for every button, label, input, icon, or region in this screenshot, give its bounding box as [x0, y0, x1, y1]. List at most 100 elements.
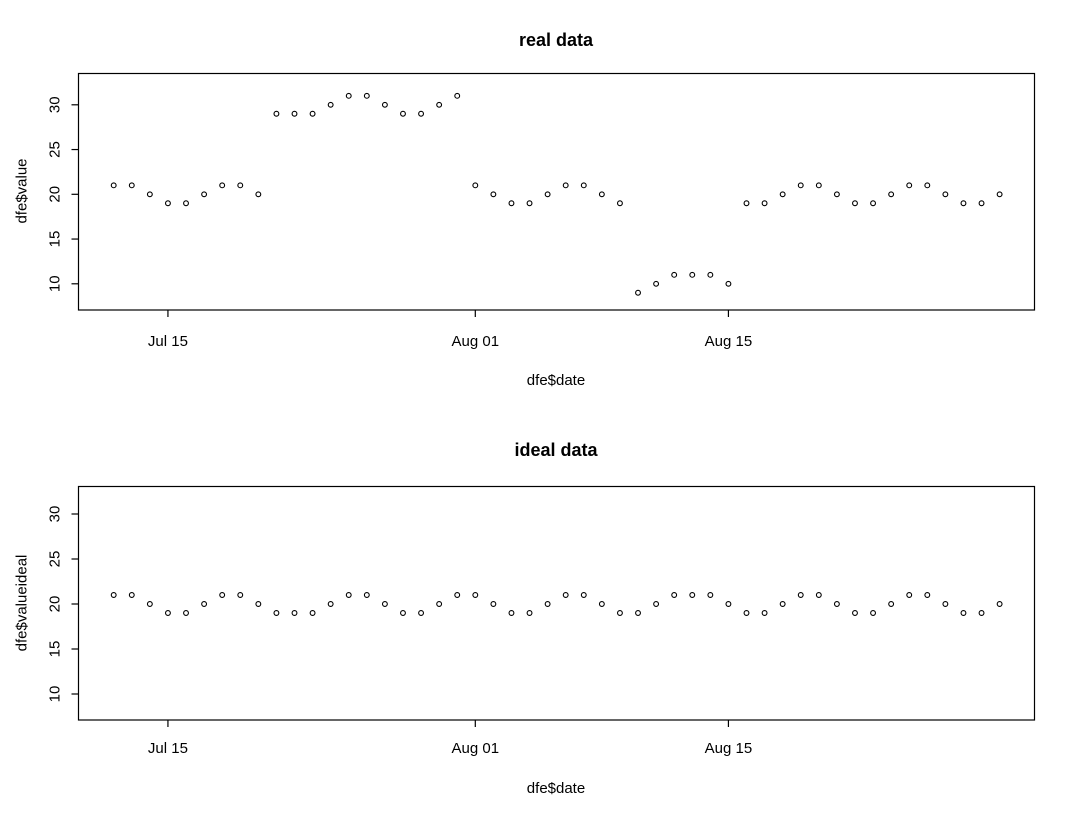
- data-point: [598, 191, 605, 198]
- data-point: [797, 592, 804, 598]
- data-point: [635, 289, 641, 296]
- data-point: [797, 182, 804, 189]
- data-point: [852, 200, 858, 207]
- data-point: [363, 592, 370, 598]
- data-point: [400, 610, 406, 616]
- data-point: [110, 182, 117, 189]
- x-tick-label: Aug 01: [452, 740, 500, 757]
- y-tick-label: 10: [47, 686, 64, 703]
- data-point: [815, 182, 822, 189]
- panel-real: Jul 15 Aug 01 Aug 15 10 15 20 25 30: [47, 72, 1036, 350]
- data-point: [128, 182, 135, 189]
- data-point: [418, 110, 425, 117]
- real-plot-ylabel: dfe$value: [13, 158, 31, 224]
- data-point: [996, 601, 1003, 607]
- data-point: [924, 182, 931, 189]
- data-point: [128, 592, 135, 598]
- data-point: [616, 200, 623, 207]
- data-point: [544, 191, 551, 198]
- data-point: [833, 601, 840, 607]
- ideal-plot-ylabel: dfe$valueideal: [13, 554, 31, 652]
- data-point: [761, 610, 768, 616]
- plot-box: [77, 485, 1036, 721]
- y-tick-label: 15: [47, 231, 64, 248]
- data-point: [508, 200, 515, 207]
- data-point: [598, 601, 605, 607]
- data-point: [146, 191, 153, 198]
- panel-ideal: Jul 15 Aug 01 Aug 15 10 15 20 25 30: [47, 485, 1036, 757]
- real-plot-xlabel: dfe$date: [526, 372, 586, 389]
- data-point: [888, 191, 895, 198]
- data-point: [291, 110, 298, 117]
- data-point: [960, 610, 967, 616]
- data-point: [201, 601, 208, 607]
- data-point: [400, 110, 406, 117]
- x-tick-label: Jul 15: [148, 333, 188, 350]
- data-point: [237, 592, 244, 598]
- data-point: [616, 610, 623, 616]
- data-point: [671, 592, 678, 598]
- data-point: [653, 601, 660, 607]
- data-point: [255, 601, 262, 607]
- data-point: [472, 592, 479, 598]
- data-point: [906, 182, 913, 189]
- data-point: [761, 200, 768, 207]
- data-point: [580, 182, 587, 189]
- data-point: [960, 200, 967, 207]
- data-point: [870, 610, 877, 616]
- data-point: [381, 601, 388, 607]
- data-point: [363, 92, 370, 99]
- data-point: [743, 610, 750, 616]
- data-point: [183, 610, 189, 616]
- data-point: [164, 610, 171, 616]
- data-point: [888, 601, 895, 607]
- data-point: [996, 191, 1003, 198]
- y-tick-label: 20: [47, 186, 64, 203]
- data-point: [779, 601, 786, 607]
- data-point: [291, 610, 298, 616]
- ideal-plot-title: ideal data: [514, 440, 598, 460]
- data-point: [978, 610, 985, 616]
- x-tick-label: Aug 15: [705, 333, 753, 350]
- y-tick-label: 25: [47, 551, 64, 568]
- data-point: [219, 182, 226, 189]
- data-point: [436, 101, 443, 108]
- data-point: [544, 601, 551, 607]
- data-point: [273, 110, 280, 117]
- data-point: [309, 110, 316, 117]
- y-tick-label: 15: [47, 641, 64, 658]
- data-point: [689, 592, 696, 598]
- plot-box: [77, 72, 1036, 311]
- data-point: [833, 191, 840, 198]
- real-plot-title: real data: [518, 30, 594, 50]
- data-point: [815, 592, 822, 598]
- data-point: [237, 182, 244, 189]
- data-point: [942, 191, 949, 198]
- y-tick-label: 10: [47, 275, 64, 292]
- data-point: [183, 200, 189, 207]
- data-point: [508, 610, 515, 616]
- x-tick-label: Jul 15: [148, 740, 188, 757]
- data-point: [201, 191, 208, 198]
- data-point: [924, 592, 931, 598]
- data-point: [219, 592, 226, 598]
- data-point: [418, 610, 425, 616]
- data-point: [978, 200, 985, 207]
- x-tick-label: Aug 15: [705, 740, 753, 757]
- data-point: [942, 601, 949, 607]
- y-tick-label: 30: [47, 506, 64, 523]
- data-point: [707, 271, 714, 278]
- data-point: [345, 592, 352, 598]
- data-point: [436, 601, 443, 607]
- y-tick-label: 30: [47, 96, 64, 113]
- data-point: [526, 200, 533, 207]
- data-point: [454, 592, 461, 598]
- data-point: [779, 191, 786, 198]
- data-point: [725, 280, 732, 287]
- data-point: [653, 280, 660, 287]
- data-point: [725, 601, 732, 607]
- data-point: [635, 610, 641, 616]
- data-point: [490, 601, 497, 607]
